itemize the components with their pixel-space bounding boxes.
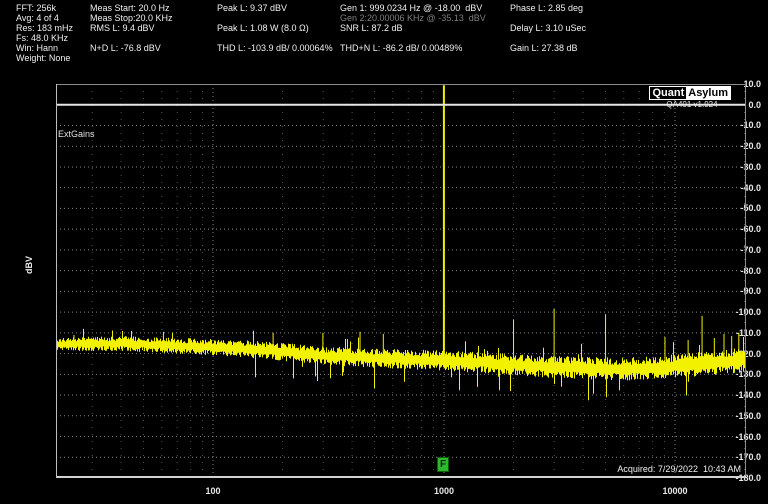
- quantasylum-logo: Quant Asylum: [649, 86, 731, 100]
- y-axis-title: dBV: [24, 256, 34, 274]
- stat-snr: SNR L: 87.2 dB: [340, 23, 403, 33]
- y-tick-label: -150.0: [735, 410, 761, 421]
- stat-avg: Avg: 4 of 4: [16, 13, 59, 23]
- stat-rms: RMS L: 9.4 dBV: [90, 23, 155, 33]
- y-tick-label: -140.0: [735, 390, 761, 401]
- noise-floor-trace: [56, 328, 746, 401]
- generator-frequency-marker[interactable]: F: [437, 457, 449, 472]
- y-tick-label: -110.0: [735, 327, 761, 338]
- stat-window: Win: Hann: [16, 43, 59, 53]
- y-tick-label: -120.0: [735, 348, 761, 359]
- y-tick-label: -170.0: [735, 452, 761, 463]
- stat-gen2: Gen 2:20.00006 KHz @ -35.13 dBV: [340, 13, 486, 23]
- y-tick-label: -130.0: [735, 369, 761, 380]
- stat-fs: Fs: 48.0 KHz: [16, 33, 69, 43]
- stat-peak-watts: Peak L: 1.08 W (8.0 Ω): [217, 23, 309, 33]
- x-tick-label: 100: [205, 486, 221, 496]
- x-tick-label: 10000: [662, 486, 688, 496]
- y-tick-label: -100.0: [735, 307, 761, 318]
- stat-noise-distortion: N+D L: -76.8 dBV: [90, 43, 161, 53]
- firmware-version: QA401 v1.924: [666, 100, 718, 109]
- y-tick-label: 10.0: [743, 79, 761, 89]
- y-tick-label: -30.0: [740, 161, 761, 172]
- stat-gen1: Gen 1: 999.0234 Hz @ -18.00 dBV: [340, 3, 483, 13]
- logo-asylum: Asylum: [686, 87, 730, 99]
- y-tick-label: -40.0: [740, 182, 761, 193]
- y-tick-label: -20.0: [740, 141, 761, 152]
- stat-fft: FFT: 256k: [16, 3, 57, 13]
- spectrum-canvas: [56, 84, 746, 478]
- stat-meas-start: Meas Start: 20.0 Hz: [90, 3, 170, 13]
- y-tick-label: -160.0: [735, 431, 761, 442]
- stat-delay: Delay L: 3.10 uSec: [510, 23, 587, 33]
- y-tick-label: -80.0: [740, 265, 761, 276]
- y-tick-label: 0.0: [748, 99, 761, 110]
- stat-gain: Gain L: 27.38 dB: [510, 43, 578, 53]
- y-tick-label: -60.0: [740, 224, 761, 235]
- y-tick-label: -180.0: [735, 473, 761, 483]
- logo-quant: Quant: [650, 87, 687, 99]
- stat-phase: Phase L: 2.85 deg: [510, 3, 584, 13]
- stat-res: Res: 183 mHz: [16, 23, 74, 33]
- y-tick-label: -50.0: [740, 203, 761, 214]
- y-tick-label: -90.0: [740, 286, 761, 297]
- y-tick-label: -70.0: [740, 244, 761, 255]
- y-tick-label: -10.0: [740, 120, 761, 131]
- stat-weight: Weight: None: [16, 53, 71, 63]
- stat-peak-dbv: Peak L: 9.37 dBV: [217, 3, 288, 13]
- spectrum-plot[interactable]: ExtGains Quant Asylum QA401 v1.924 Acquir…: [56, 84, 746, 478]
- stat-meas-stop: Meas Stop:20.0 KHz: [90, 13, 173, 23]
- stat-thd: THD L: -103.9 dB/ 0.00064%: [217, 43, 333, 53]
- x-tick-label: 1000: [433, 486, 455, 496]
- extgains-label: ExtGains: [58, 129, 95, 139]
- stat-thdn: THD+N L: -86.2 dB/ 0.00489%: [340, 43, 463, 53]
- acquired-timestamp: Acquired: 7/29/2022 10:43 AM: [617, 464, 741, 474]
